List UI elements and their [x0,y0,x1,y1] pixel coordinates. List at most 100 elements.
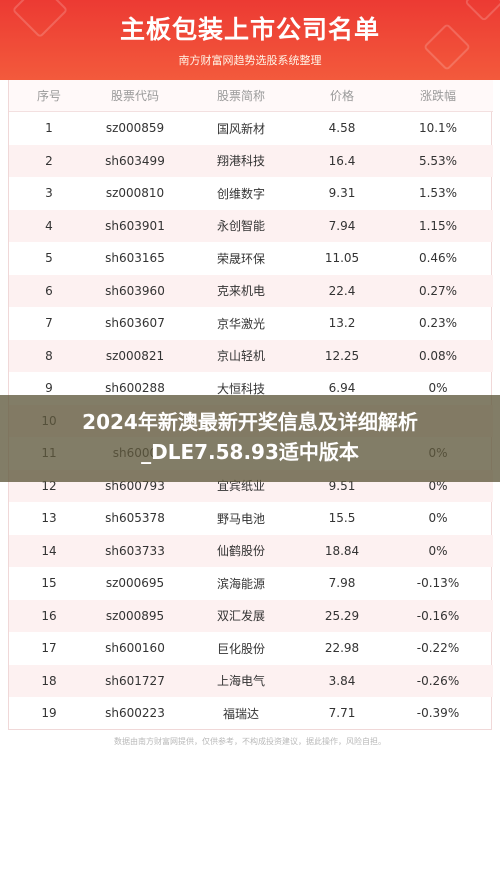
cell-index: 4 [45,218,53,233]
cell-index: 1 [45,121,53,136]
cell-name: 双汇发展 [216,609,265,624]
cell-price: 13.2 [328,316,356,331]
cell-change: -0.13% [416,576,460,591]
table-row: 8 sz000821 京山轻机 12.25 0.08% [9,339,493,372]
cell-change: 1.15% [418,218,458,233]
cell-index: 18 [41,673,57,688]
cell-change: -0.26% [416,673,460,688]
cell-name: 福瑞达 [222,706,259,721]
table-row: 14 sh603733 仙鹤股份 18.84 0% [9,534,493,567]
cell-price: 16.4 [328,153,356,168]
cell-name: 仙鹤股份 [216,544,265,559]
cell-price: 18.84 [324,543,360,558]
cell-price: 7.71 [328,706,356,721]
cell-name: 野马电池 [216,511,265,526]
cell-change: 0% [428,478,448,493]
cell-change: 0.46% [418,251,458,266]
cell-code: sh600793 [105,478,165,493]
cell-price: 11.05 [324,251,360,266]
table-row: 1 sz000859 国风新材 4.58 10.1% [9,112,493,145]
cell-name: 滨海能源 [216,576,265,591]
cell-code: sh603901 [105,218,165,233]
header-banner: 主板包装上市公司名单 南方财富网趋势选股系统整理 [0,0,500,80]
table-row: 16 sz000895 双汇发展 25.29 -0.16% [9,599,493,632]
cell-price: 9.51 [328,478,356,493]
cell-name: 巨化股份 [216,641,265,656]
cell-change: 0.08% [418,348,458,363]
table-row: 19 sh600223 福瑞达 7.71 -0.39% [9,697,493,730]
cell-price: 9.31 [328,186,356,201]
table-row: 17 sh600160 巨化股份 22.98 -0.22% [9,632,493,665]
table-row: 13 sh605378 野马电池 15.5 0% [9,502,493,535]
cell-price: 25.29 [324,608,360,623]
cell-name: 宜宾纸业 [216,479,265,494]
cell-code: sh603960 [105,283,165,298]
stock-table: 序号 股票代码 股票简称 价格 涨跌幅 1 sz000859 国风新材 4.58 10.… [8,80,493,730]
cell-code: sh603165 [105,251,165,266]
cell-code: sh600223 [105,706,165,721]
cell-index: 7 [45,316,53,331]
headline-line-2: _DLE7.58.93适中版本 [141,440,359,464]
cell-price: 22.98 [324,641,360,656]
table-row: 9 sh600288 大恒科技 6.94 0% [9,372,493,405]
cell-name: 上海电气 [216,674,265,689]
cell-code: sz000810 [105,186,165,201]
cell-price: 12.25 [324,348,360,363]
cell-name: 永创智能 [216,219,265,234]
cell-index: 15 [41,576,57,591]
cell-change: 1.53% [418,186,458,201]
column-header-name: 股票简称 [216,89,265,103]
cell-code: sh603499 [105,153,165,168]
cell-index: 13 [41,511,57,526]
cell-code: sh601727 [105,673,165,688]
cell-code: sz000895 [105,608,165,623]
cell-index: 6 [45,283,53,298]
cell-name: 国风新材 [216,121,265,136]
cell-change: -0.16% [416,608,460,623]
column-header-index: 序号 [36,89,61,103]
overlay-headline: 2024年新澳最新开奖信息及详细解析 _DLE7.58.93适中版本 [0,395,500,482]
cell-name: 克来机电 [216,284,265,299]
cell-name: 翔港科技 [216,154,265,169]
cell-change: 0% [428,381,448,396]
cell-price: 7.98 [328,576,356,591]
cell-index: 12 [41,478,57,493]
table-row: 5 sh603165 荣晟环保 11.05 0.46% [9,242,493,275]
table-row: 6 sh603960 克来机电 22.4 0.27% [9,274,493,307]
cell-price: 4.58 [328,121,356,136]
cell-index: 2 [45,153,53,168]
column-header-change: 涨跌幅 [419,89,456,103]
cell-index: 5 [45,251,53,266]
column-header-code: 股票代码 [110,89,159,103]
cell-price: 22.4 [328,283,356,298]
cell-index: 17 [41,641,57,656]
cell-code: sh603733 [105,543,165,558]
table-row: 4 sh603901 永创智能 7.94 1.15% [9,209,493,242]
cell-change: -0.22% [416,641,460,656]
cell-name: 大恒科技 [216,381,265,396]
cell-code: sz000695 [105,576,165,591]
cell-price: 7.94 [328,218,356,233]
cell-change: 0% [428,543,448,558]
cell-code: sh605378 [105,511,165,526]
table-row: 15 sz000695 滨海能源 7.98 -0.13% [9,567,493,600]
cell-change: 0% [428,511,448,526]
page-subtitle: 南方财富网趋势选股系统整理 [178,54,322,67]
cell-index: 14 [41,543,57,558]
cell-index: 8 [45,348,53,363]
cell-change: 0.27% [418,283,458,298]
cell-name: 京山轻机 [216,349,265,364]
cell-index: 3 [45,186,53,201]
cell-code: sh603607 [105,316,165,331]
column-header-price: 价格 [329,89,354,103]
table-row: 2 sh603499 翔港科技 16.4 5.53% [9,144,493,177]
page-title: 主板包装上市公司名单 [119,15,380,44]
cell-code: sh600160 [105,641,165,656]
cell-index: 19 [41,706,57,721]
cell-change: -0.39% [416,706,460,721]
cell-price: 3.84 [328,673,356,688]
cell-price: 15.5 [328,511,356,526]
cell-change: 0.23% [418,316,458,331]
cell-change: 5.53% [418,153,458,168]
headline-line-1: 2024年新澳最新开奖信息及详细解析 [82,410,418,434]
